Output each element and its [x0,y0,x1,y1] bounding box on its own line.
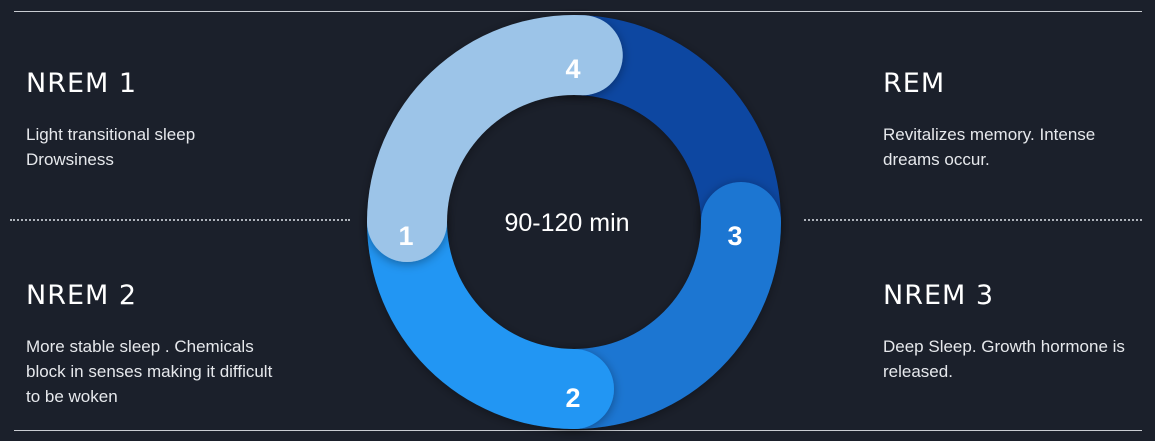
stage-nrem1-description: Light transitional sleep Drowsiness [26,125,196,169]
ring-segments: 1 2 3 4 [367,14,781,429]
left-dotted-separator [10,219,350,221]
stage-nrem3-title: NREM 3 [883,280,995,311]
stage-nrem2-title: NREM 2 [26,280,138,311]
stage-rem-title: REM [883,68,946,99]
stage-nrem2-description: More stable sleep . Chemicals block in s… [26,337,273,406]
top-divider [14,11,1142,12]
ring-segment-number-nrem3: 3 [727,221,742,251]
stage-nrem1-block: NREM 1 Light transitional sleep Drowsine… [26,68,326,172]
ring-segment-number-nrem1: 1 [398,221,413,251]
stage-nrem2-block: NREM 2 More stable sleep . Chemicals blo… [26,280,326,409]
stage-rem-description: Revitalizes memory. Intense dreams occur… [883,125,1096,169]
ring-segment-number-rem: 4 [565,54,580,84]
ring-segment-number-nrem2: 2 [565,383,580,413]
right-dotted-separator [804,219,1142,221]
ring-segment-nrem1 [367,14,623,263]
stage-nrem3-description: Deep Sleep. Growth hormone is released. [883,337,1125,381]
stage-nrem3-block: NREM 3 Deep Sleep. Growth hormone is rel… [883,280,1145,384]
stage-rem-block: REM Revitalizes memory. Intense dreams o… [883,68,1145,172]
stage-nrem1-title: NREM 1 [26,68,138,99]
bottom-divider [14,430,1142,431]
cycle-duration-label: 90-120 min [504,209,629,237]
